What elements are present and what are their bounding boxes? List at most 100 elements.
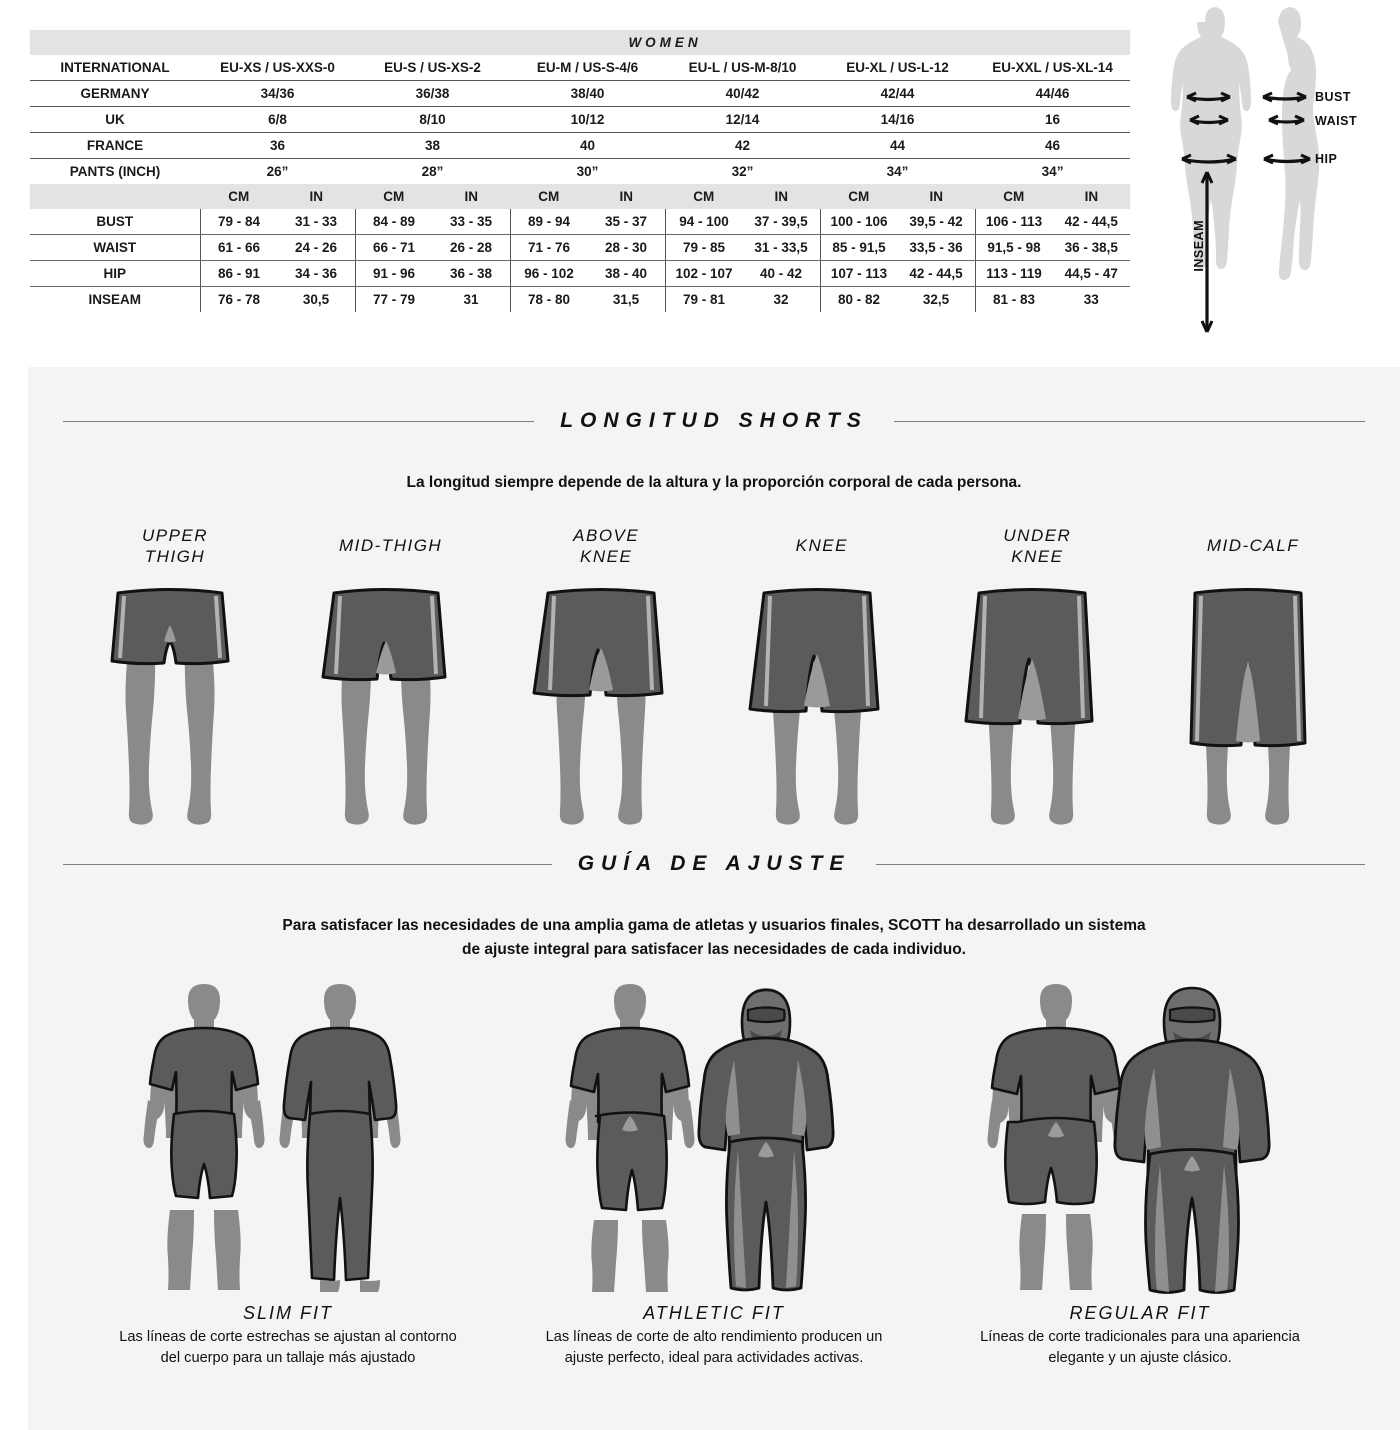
cell: 84 - 89 (354, 209, 433, 235)
shorts-length-label: KNEE (795, 536, 848, 556)
loose-pants (1144, 1148, 1240, 1294)
size-header-row: INTERNATIONAL EU-XS / US-XXS-0 EU-S / US… (30, 55, 1131, 81)
international-label: INTERNATIONAL (30, 55, 200, 81)
fit-description: Las líneas de corte de alto rendimiento … (545, 1329, 883, 1366)
row-label: INSEAM (88, 292, 141, 307)
unit-cm: CM (510, 184, 588, 209)
cell: 106 - 113 (974, 209, 1053, 235)
fit-row: SLIM FIT Las líneas de corte estrechas s… (28, 980, 1400, 1368)
cell: 85 - 91,5 (819, 234, 898, 261)
unit-cm: CM (820, 184, 898, 209)
cell: 79 - 85 (664, 234, 743, 261)
cell: 42 (665, 132, 820, 159)
unit-cm: CM (975, 184, 1053, 209)
cell: 30” (576, 164, 599, 179)
shorts-length-item: UNDER KNEE (942, 519, 1132, 828)
table-row: FRANCE 36 38 40 42 44 46 (30, 132, 1131, 159)
table-row: WAIST 61 - 66 24 - 26 66 - 71 26 - 28 71… (30, 234, 1131, 261)
shorts-section-subtitle: La longitud siempre depende de la altura… (406, 474, 1022, 491)
slim-longsleeve (282, 1026, 398, 1134)
cell: 96 - 102 (509, 260, 588, 287)
row-label: FRANCE (30, 132, 200, 159)
table-row: GERMANY 34/36 36/38 38/40 40/42 42/44 44… (30, 80, 1131, 107)
cell: 32,5 (922, 292, 950, 307)
cell: 89 - 94 (509, 209, 588, 235)
unit-cm: CM (200, 184, 278, 209)
cell: 38 - 40 (587, 260, 665, 287)
cell: 61 - 66 (199, 234, 278, 261)
cell: 39,5 - 42 (897, 209, 975, 235)
body-measurement-diagram: BUST WAIST HIP INSEAM (1150, 2, 1400, 347)
cell: 66 - 71 (354, 234, 433, 261)
table-row: PANTS (INCH) 26” 28” 30” 32” 34” 34” (30, 159, 1130, 185)
table-title-row: WOMEN (30, 30, 1131, 55)
cell: 26 - 28 (432, 234, 510, 261)
cell: 94 - 100 (664, 209, 743, 235)
cell: 10/12 (510, 106, 665, 133)
cell: 40 (510, 132, 665, 159)
cell: 35 - 37 (587, 209, 665, 235)
cell: 33,5 - 36 (897, 234, 975, 261)
above-knee-figure-icon (532, 588, 664, 825)
guides-panel: LONGITUD SHORTS La longitud siempre depe… (28, 367, 1400, 1430)
female-silhouettes-svg (1171, 7, 1320, 333)
fit-section-header: GUÍA DE AJUSTE (28, 852, 1400, 876)
fit-item: REGULAR FIT Líneas de corte tradicionale… (960, 980, 1320, 1368)
cell: 31 (463, 292, 479, 307)
cell: 102 - 107 (664, 260, 743, 287)
unit-cm: CM (665, 184, 743, 209)
shorts-length-label: UNDER KNEE (1003, 525, 1072, 567)
shorts-length-label: MID-THIGH (338, 536, 443, 556)
fit-section-title: GUÍA DE AJUSTE (577, 852, 851, 876)
waist-label: WAIST (1315, 114, 1358, 128)
cell: 36 (200, 132, 355, 159)
athletic-shorts (594, 1111, 668, 1212)
unit-header-row: CM IN CM IN CM IN CM IN CM IN CM IN (30, 184, 1131, 209)
cell: 42 - 44,5 (897, 260, 975, 287)
size-col-3: EU-L / US-M-8/10 (665, 55, 820, 81)
unit-in: IN (742, 184, 820, 209)
table-row: HIP 86 - 91 34 - 36 91 - 96 36 - 38 96 -… (30, 260, 1131, 287)
shorts-length-item: MID-THIGH (296, 519, 486, 828)
rule-left (63, 863, 552, 865)
bust-label: BUST (1315, 90, 1352, 104)
fit-subtitle-line1: Para satisfacer las necesidades de una a… (282, 917, 1146, 935)
fit-name: ATHLETIC FIT (643, 1303, 785, 1324)
unit-in: IN (897, 184, 975, 209)
size-table-container: WOMEN INTERNATIONAL EU-XS / US-XXS-0 EU-… (30, 30, 1131, 312)
mid-thigh-figure-icon (321, 588, 447, 825)
inseam-label: INSEAM (1192, 220, 1206, 272)
unit-cm: CM (355, 184, 433, 209)
shorts-section-title: LONGITUD SHORTS (560, 409, 868, 432)
size-col-1: EU-S / US-XS-2 (355, 55, 510, 81)
cell: 36/38 (355, 80, 510, 107)
cell: 34” (1041, 164, 1064, 179)
table-title: WOMEN (200, 30, 1131, 55)
under-knee-figure-icon (964, 588, 1094, 825)
size-col-5: EU-XXL / US-XL-14 (975, 55, 1131, 81)
size-col-2: EU-M / US-S-4/6 (510, 55, 665, 81)
cell: 71 - 76 (509, 234, 588, 261)
fit-name: REGULAR FIT (1069, 1303, 1211, 1324)
cell: 38 (355, 132, 510, 159)
measurement-arrows (1181, 91, 1311, 333)
shorts-length-item: ABOVE KNEE (511, 519, 701, 828)
cell: 37 - 39,5 (742, 209, 820, 235)
fit-description: Líneas de corte tradicionales para una a… (980, 1329, 1300, 1366)
size-col-0: EU-XS / US-XXS-0 (200, 55, 355, 81)
shorts-length-item: MID-CALF (1158, 519, 1348, 828)
cell: 42/44 (820, 80, 975, 107)
rule-right (893, 420, 1365, 422)
cell: 76 - 78 (199, 286, 278, 312)
cell: 44,5 - 47 (1052, 260, 1131, 287)
cell: 100 - 106 (819, 209, 898, 235)
table-row: INSEAM 76 - 78 30,5 77 - 79 31 78 - 80 3… (30, 286, 1130, 312)
cell: 38/40 (510, 80, 665, 107)
upper-thigh-figure-icon (110, 588, 230, 825)
cell: 86 - 91 (199, 260, 278, 287)
cell: 40 - 42 (742, 260, 820, 287)
fit-item: ATHLETIC FIT Las líneas de corte de alto… (534, 980, 894, 1368)
title-spacer (30, 30, 200, 55)
cell: 24 - 26 (277, 234, 355, 261)
regular-shorts (1004, 1116, 1098, 1206)
